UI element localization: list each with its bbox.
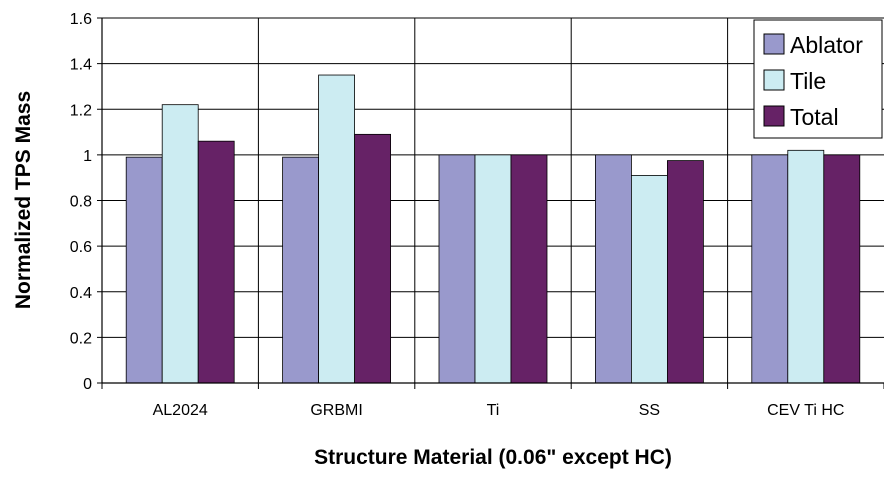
bar-total-cev-ti-hc bbox=[823, 154, 861, 384]
bar-ablator-ti bbox=[438, 154, 476, 384]
bar-total-ti bbox=[510, 154, 548, 384]
y-tick-label: 0.4 bbox=[70, 285, 92, 302]
y-tick-labels: 0 0.2 0.4 0.6 0.8 1 1.2 1.4 1.6 bbox=[70, 11, 92, 393]
y-tick-label: 0 bbox=[83, 376, 92, 393]
bar-total-grbmi bbox=[354, 133, 392, 384]
x-category-labels: AL2024 GRBMI Ti SS CEV Ti HC bbox=[153, 402, 845, 419]
x-category-label: Ti bbox=[487, 402, 500, 419]
legend-swatch-ablator bbox=[763, 33, 785, 55]
x-category-label: CEV Ti HC bbox=[767, 402, 844, 419]
x-category-label: SS bbox=[639, 402, 660, 419]
y-tick-label: 1.4 bbox=[70, 57, 92, 74]
bar-total-al2024 bbox=[197, 140, 235, 384]
legend-swatch-total bbox=[763, 105, 785, 127]
bar-ablator-al2024 bbox=[125, 156, 163, 384]
bar-ablator-cev-ti-hc bbox=[751, 154, 789, 384]
bar-tile-cev-ti-hc bbox=[787, 149, 825, 384]
bar-ablator-grbmi bbox=[282, 156, 320, 384]
bar-ablator-ss bbox=[595, 154, 632, 384]
bar-total-ss bbox=[667, 160, 704, 384]
x-category-label: AL2024 bbox=[153, 402, 208, 419]
legend-label-tile: Tile bbox=[790, 68, 826, 94]
y-tick-label: 0.6 bbox=[70, 239, 92, 256]
legend-label-ablator: Ablator bbox=[790, 32, 863, 58]
y-tick-label: 0.8 bbox=[70, 194, 92, 211]
y-axis-title: Normalized TPS Mass bbox=[12, 91, 35, 309]
bar-tile-grbmi bbox=[318, 74, 356, 384]
bar-tile-ss bbox=[631, 175, 668, 384]
y-tick-label: 1.6 bbox=[70, 11, 92, 28]
bar-tile-ti bbox=[474, 154, 512, 384]
x-category-label: GRBMI bbox=[310, 402, 362, 419]
legend-swatch-tile bbox=[763, 69, 785, 91]
y-tick-label: 1 bbox=[83, 148, 92, 165]
bars-group bbox=[125, 74, 861, 384]
bar-tile-al2024 bbox=[161, 104, 199, 384]
axes-group bbox=[97, 17, 884, 389]
x-axis-title: Structure Material (0.06" except HC) bbox=[314, 446, 672, 469]
y-tick-label: 1.2 bbox=[70, 102, 92, 119]
legend: Ablator Tile Total bbox=[753, 19, 883, 139]
legend-label-total: Total bbox=[790, 104, 839, 130]
y-tick-label: 0.2 bbox=[70, 330, 92, 347]
